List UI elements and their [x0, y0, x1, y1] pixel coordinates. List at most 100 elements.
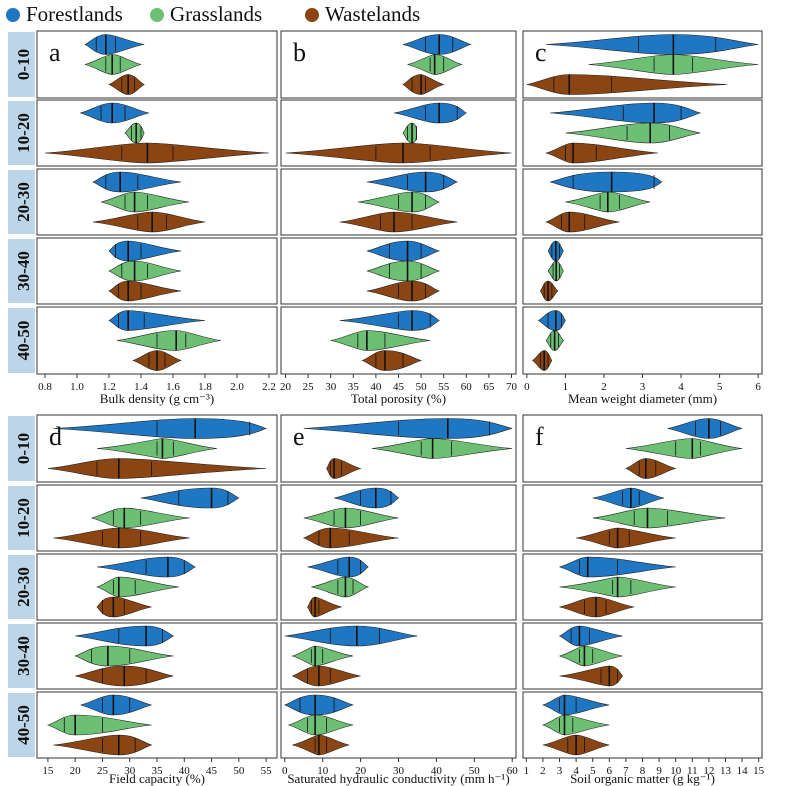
- depth-label-bottom-0: 0-10: [14, 433, 33, 464]
- depth-label-top-2: 20-30: [14, 182, 33, 222]
- x-tick-label-a-4: 1.6: [166, 381, 180, 393]
- violin-e-wastelands-10-20: [302, 527, 399, 549]
- panel-c-frame-0: [522, 30, 763, 99]
- violin-c-wastelands-10-20: [544, 142, 658, 164]
- violin-e-wastelands-20-30: [307, 596, 342, 618]
- violin-f-grasslands-30-40: [559, 645, 623, 667]
- panel-e-frame-2: [280, 553, 517, 621]
- x-tick-label-d-2: 25: [97, 765, 109, 777]
- depth-label-top-0: 0-10: [14, 49, 33, 80]
- panel-f-frame-0: [522, 414, 763, 483]
- x-tick-label-b-3: 35: [348, 381, 360, 393]
- panel-b-frame-3: [280, 237, 517, 305]
- violin-a-forestlands-40-50: [108, 310, 206, 331]
- x-tick-label-f-10: 11: [687, 765, 698, 777]
- panel-d-frame-0: [36, 414, 278, 483]
- legend-item-forestlands: Forestlands: [6, 2, 123, 27]
- violin-d-forestlands-40-50: [80, 694, 152, 716]
- x-tick-label-b-0: 20: [280, 381, 292, 393]
- violin-a-wastelands-0-10: [108, 74, 145, 95]
- violin-d-grasslands-20-30: [95, 576, 179, 598]
- x-tick-label-f-1: 2: [540, 765, 546, 777]
- depth-label-bg-bottom-2: [8, 555, 35, 619]
- x-axis-label-a: Bulk density (g cm⁻³): [100, 391, 214, 406]
- panel-letter-a: a: [49, 38, 61, 67]
- violin-a-grasslands-0-10: [84, 54, 142, 75]
- panel-letter-e: e: [293, 422, 305, 451]
- violin-a-grasslands-40-50: [116, 330, 222, 351]
- violin-a-grasslands-10-20: [124, 122, 145, 144]
- legend-swatch-forestlands: [6, 7, 20, 22]
- violin-b-forestlands-20-30: [366, 171, 459, 193]
- violin-b-grasslands-30-40: [366, 260, 441, 282]
- x-tick-label-b-2: 30: [325, 381, 337, 393]
- legend-swatch-wastelands: [305, 7, 319, 22]
- panel-f-frame-3: [522, 622, 763, 690]
- violin-f-forestlands-0-10: [667, 418, 743, 439]
- panel-c-frame-2: [522, 168, 763, 236]
- panel-d-frame-1: [36, 484, 278, 552]
- x-tick-label-e-2: 20: [355, 765, 367, 777]
- x-tick-label-c-5: 5: [717, 381, 723, 393]
- panel-a-frame-0: [36, 30, 278, 99]
- legend-label-forestlands: Forestlands: [26, 2, 123, 26]
- panel-letter-f: f: [535, 422, 544, 451]
- x-tick-label-f-0: 1: [524, 765, 530, 777]
- depth-label-bg-top-4: [8, 308, 35, 373]
- violin-b-wastelands-0-10: [402, 74, 445, 95]
- violin-d-grasslands-30-40: [74, 645, 174, 667]
- violin-b-forestlands-10-20: [393, 102, 467, 124]
- depth-label-bg-bottom-3: [8, 624, 35, 688]
- violin-d-wastelands-0-10: [47, 458, 267, 479]
- violin-b-wastelands-10-20: [285, 142, 512, 164]
- x-tick-label-d-1: 20: [70, 765, 82, 777]
- x-axis-label-d: Field capacity (%): [109, 771, 205, 786]
- legend-label-grasslands: Grasslands: [170, 2, 263, 26]
- panel-letter-b: b: [293, 38, 306, 67]
- depth-label-top-4: 40-50: [14, 321, 33, 361]
- violin-e-grasslands-0-10: [371, 438, 513, 459]
- panel-c-frame-3: [522, 237, 763, 305]
- violin-c-wastelands-40-50: [532, 350, 553, 371]
- violin-e-grasslands-20-30: [311, 576, 370, 598]
- violin-e-forestlands-40-50: [283, 694, 355, 716]
- panel-a-frame-4: [36, 306, 278, 375]
- x-tick-label-c-2: 2: [601, 381, 607, 393]
- x-tick-label-e-5: 50: [469, 765, 481, 777]
- violin-a-wastelands-10-20: [44, 142, 270, 164]
- x-tick-label-e-6: 60: [507, 765, 519, 777]
- panel-e-frame-1: [280, 484, 517, 552]
- violin-e-wastelands-40-50: [292, 734, 350, 756]
- panel-d-frame-3: [36, 622, 278, 690]
- legend-item-wastelands: Wastelands: [305, 2, 420, 27]
- violin-c-grasslands-10-20: [565, 122, 701, 144]
- depth-label-bg-bottom-1: [8, 486, 35, 550]
- x-tick-label-a-5: 1.8: [198, 381, 212, 393]
- violin-a-forestlands-20-30: [92, 171, 182, 193]
- x-tick-label-a-6: 2.0: [230, 381, 244, 393]
- violin-b-wastelands-20-30: [339, 211, 458, 233]
- violin-a-forestlands-10-20: [80, 102, 150, 124]
- violin-f-wastelands-10-20: [576, 527, 676, 549]
- panel-f-frame-2: [522, 553, 763, 621]
- violin-e-grasslands-40-50: [287, 714, 354, 736]
- x-tick-label-d-8: 55: [261, 765, 273, 777]
- x-tick-label-a-3: 1.4: [134, 381, 148, 393]
- x-tick-label-b-9: 65: [483, 381, 495, 393]
- panel-e-frame-0: [280, 414, 517, 483]
- violin-e-forestlands-30-40: [284, 625, 418, 647]
- x-tick-label-b-5: 45: [393, 381, 405, 393]
- panel-f-frame-1: [522, 484, 763, 552]
- depth-label-bg-top-3: [8, 239, 35, 303]
- depth-label-bottom-1: 10-20: [14, 498, 33, 538]
- violin-d-forestlands-10-20: [140, 487, 240, 509]
- panel-b-frame-1: [280, 99, 517, 167]
- violin-b-forestlands-0-10: [402, 34, 472, 55]
- x-tick-label-f-8: 9: [656, 765, 662, 777]
- x-tick-label-c-0: 0: [524, 381, 530, 393]
- violin-c-forestlands-40-50: [537, 310, 566, 331]
- x-tick-label-d-3: 30: [124, 765, 136, 777]
- panel-letter-d: d: [49, 422, 62, 451]
- x-tick-label-d-5: 40: [179, 765, 191, 777]
- x-axis-label-f: Soil organic matter (g kg⁻¹): [570, 771, 715, 786]
